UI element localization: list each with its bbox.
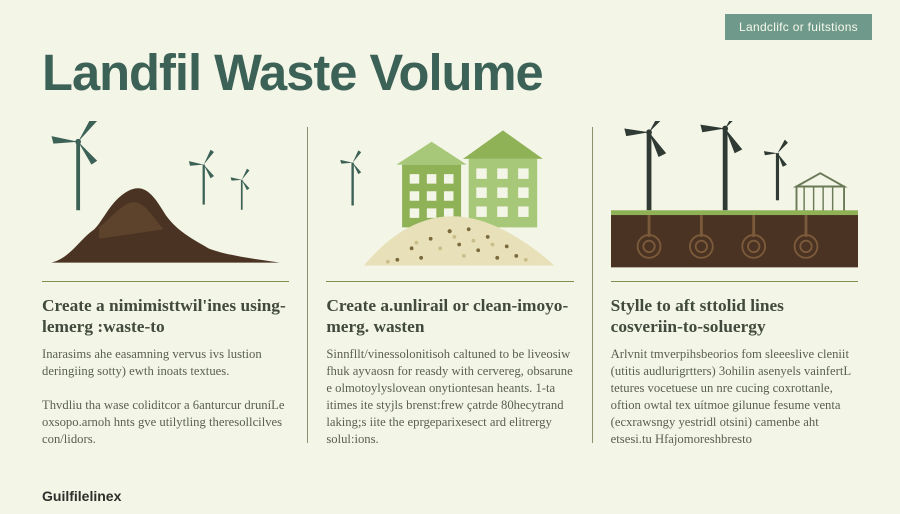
facility-icon <box>796 173 844 213</box>
column-heading: Create a nimimisttwil'ines using-lemerg … <box>42 296 289 338</box>
wind-turbine-icon <box>341 150 362 205</box>
category-badge: Landclifc or fuitstions <box>725 14 872 40</box>
houses-svg <box>326 121 573 271</box>
page-title: Landfil Waste Volume <box>42 48 858 99</box>
column-heading: Create a.unlirail or clean-imoyo-merg. w… <box>326 296 573 338</box>
infographic-page: Landclifc or fuitstions Landfil Waste Vo… <box>0 0 900 514</box>
ground-line <box>611 210 858 215</box>
landfill-svg <box>42 121 289 271</box>
waste-pile-icon <box>52 188 280 262</box>
section-divider <box>326 281 573 283</box>
wind-turbine-icon <box>624 121 788 210</box>
section-divider <box>611 281 858 283</box>
column-2: Create a.unlirail or clean-imoyo-merg. w… <box>308 121 591 451</box>
column-heading: Stylle to aft sttolid lines cosveriin-to… <box>611 296 858 338</box>
illustration-underground <box>611 121 858 271</box>
illustration-houses <box>326 121 573 271</box>
column-body: Arlvnit tmverpihsbeorios fom sleeeslive … <box>611 346 858 449</box>
column-body: Sinnfllt/vinessolonitisoh caltuned to be… <box>326 346 573 449</box>
footer-brand: Guilfilelinex <box>42 488 121 504</box>
column-3: Stylle to aft sttolid lines cosveriin-to… <box>593 121 858 451</box>
houses-icon <box>397 130 543 227</box>
column-1: Create a nimimisttwil'ines using-lemerg … <box>42 121 307 451</box>
illustration-landfill <box>42 121 289 271</box>
section-divider <box>42 281 289 283</box>
column-body: Inarasims ahe easamning vervus ivs lusti… <box>42 346 289 449</box>
columns-row: Create a nimimisttwil'ines using-lemerg … <box>42 121 858 451</box>
underground-svg <box>611 121 858 271</box>
